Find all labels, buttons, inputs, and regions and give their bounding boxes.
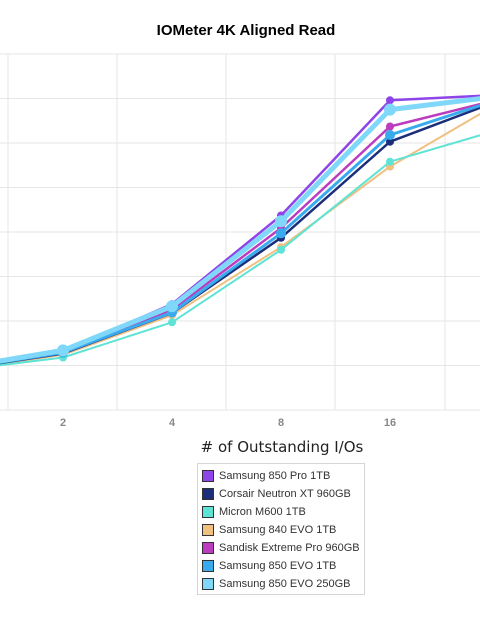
legend-item[interactable]: Samsung 840 EVO 1TB (202, 521, 364, 539)
series-sandisk-extreme-pro-960gb (0, 102, 480, 364)
chart-legend: Samsung 850 Pro 1TB Corsair Neutron XT 96… (197, 463, 365, 595)
legend-swatch (202, 578, 214, 590)
series-samsung-850-evo-250gb (0, 96, 480, 364)
x-axis-label: # of Outstanding I/Os (201, 438, 364, 456)
legend-swatch (202, 524, 214, 536)
legend-label: Samsung 850 EVO 250GB (219, 578, 351, 590)
series-line (0, 106, 480, 365)
x-tick-label: 8 (278, 417, 284, 429)
legend-item[interactable]: Micron M600 1TB (202, 503, 364, 521)
data-point (168, 318, 176, 327)
legend-swatch (202, 506, 214, 518)
legend-swatch (202, 488, 214, 500)
series-lines (0, 94, 480, 367)
legend-label: Corsair Neutron XT 960GB (219, 488, 351, 500)
data-point (277, 245, 285, 254)
legend-swatch (202, 542, 214, 554)
data-point (386, 157, 394, 166)
data-point (275, 215, 287, 228)
x-tick-label: 2 (60, 417, 66, 429)
data-point (276, 228, 286, 239)
legend-label: Micron M600 1TB (219, 506, 306, 518)
legend-label: Samsung 850 Pro 1TB (219, 470, 331, 482)
legend-swatch (202, 470, 214, 482)
data-point (384, 103, 396, 116)
data-point (57, 344, 69, 357)
data-point (386, 122, 394, 131)
series-line (0, 104, 480, 364)
series-corsair-neutron-xt-960gb (0, 106, 480, 365)
legend-swatch (202, 560, 214, 572)
data-point (386, 96, 394, 105)
series-micron-m600-1tb (0, 134, 480, 367)
series-line (0, 102, 480, 364)
data-point (386, 137, 394, 146)
data-point (166, 300, 178, 313)
data-point (385, 130, 395, 140)
x-tick-label: 16 (384, 417, 396, 429)
x-axis-ticks: 2 4 8 16 (60, 417, 396, 429)
series-line (0, 96, 480, 364)
series-line (0, 134, 480, 367)
legend-item[interactable]: Samsung 850 EVO 1TB (202, 557, 364, 575)
legend-label: Samsung 840 EVO 1TB (219, 524, 337, 536)
x-tick-label: 4 (169, 417, 176, 429)
legend-item[interactable]: Corsair Neutron XT 960GB (202, 485, 364, 503)
legend-label: Sandisk Extreme Pro 960GB (219, 542, 360, 554)
legend-item[interactable]: Samsung 850 EVO 250GB (202, 575, 364, 593)
legend-label: Samsung 850 EVO 1TB (219, 560, 337, 572)
series-samsung-850-evo-1tb (0, 104, 480, 364)
chart-title: IOMeter 4K Aligned Read (157, 22, 336, 39)
legend-item[interactable]: Sandisk Extreme Pro 960GB (202, 539, 364, 557)
legend-item[interactable]: Samsung 850 Pro 1TB (202, 467, 364, 485)
